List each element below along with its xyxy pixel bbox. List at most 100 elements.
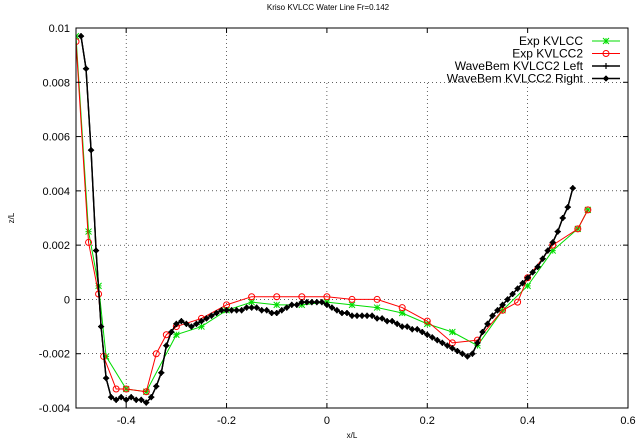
data-point xyxy=(559,214,567,222)
data-point xyxy=(107,393,115,401)
data-point xyxy=(358,312,366,320)
data-point xyxy=(313,298,321,306)
y-tick-label: 0.01 xyxy=(49,23,70,35)
data-point xyxy=(348,301,356,309)
data-point xyxy=(423,317,431,325)
series-layer xyxy=(76,32,592,406)
data-point xyxy=(318,298,326,306)
y-tick-label: 0.006 xyxy=(42,132,70,144)
data-point xyxy=(514,298,522,306)
data-point xyxy=(203,315,210,322)
data-point xyxy=(602,50,610,57)
data-point xyxy=(213,309,220,317)
data-point xyxy=(423,331,431,339)
data-point xyxy=(398,304,406,312)
data-point xyxy=(428,334,436,341)
data-point xyxy=(178,317,185,325)
data-point xyxy=(303,298,311,306)
data-point xyxy=(602,37,610,45)
data-point xyxy=(308,298,316,306)
data-point xyxy=(198,323,205,330)
data-point xyxy=(584,206,592,214)
data-point xyxy=(519,279,526,287)
x-tick-label: 0.2 xyxy=(420,415,435,427)
data-point xyxy=(509,290,516,298)
y-tick-label: 0.004 xyxy=(42,186,70,198)
data-point xyxy=(248,293,256,301)
y-axis-label: z/L xyxy=(7,212,16,223)
data-point xyxy=(584,206,592,214)
data-point xyxy=(464,353,471,360)
data-point xyxy=(152,382,160,390)
data-point xyxy=(539,255,547,263)
data-point xyxy=(142,388,150,396)
data-point xyxy=(162,342,170,349)
data-point xyxy=(293,301,301,309)
chart-title: Kriso KVLCC Water Line Fr=0.142 xyxy=(267,3,390,12)
data-point xyxy=(564,203,572,211)
data-point xyxy=(253,304,261,311)
data-point xyxy=(459,350,466,358)
data-point xyxy=(208,312,215,320)
data-point xyxy=(323,293,331,301)
y-tick-label: -0.002 xyxy=(39,349,70,361)
data-point xyxy=(484,320,491,328)
data-point xyxy=(438,339,446,347)
data-point xyxy=(549,247,557,254)
tick-labels: -0.4 -0.2 0 0.2 0.4 0.6 -0.004 -0.002 0 0.002 0.00… xyxy=(39,23,636,427)
data-point xyxy=(489,312,496,320)
data-point xyxy=(534,263,542,271)
data-point xyxy=(373,315,381,322)
data-point xyxy=(238,306,245,314)
data-point xyxy=(97,323,105,330)
data-point xyxy=(278,306,286,314)
data-point xyxy=(373,295,381,303)
data-point xyxy=(549,239,557,246)
data-point xyxy=(474,339,481,347)
data-point xyxy=(167,328,175,336)
data-point xyxy=(479,328,486,336)
data-point xyxy=(368,312,376,320)
plot-frame xyxy=(75,27,629,409)
data-point xyxy=(273,293,281,301)
data-point xyxy=(117,393,125,401)
data-point xyxy=(569,184,577,192)
data-point xyxy=(127,393,135,401)
data-point xyxy=(122,396,130,404)
data-point xyxy=(418,328,426,336)
data-point xyxy=(338,309,346,317)
data-point xyxy=(383,317,391,325)
data-point xyxy=(529,268,537,276)
data-point xyxy=(112,396,120,404)
x-tick-label: 0.4 xyxy=(520,415,535,427)
data-point xyxy=(223,306,230,314)
ticks xyxy=(76,27,629,409)
data-point xyxy=(348,312,356,320)
x-axis-label: x/L xyxy=(347,431,358,440)
data-point xyxy=(248,298,255,306)
data-point xyxy=(132,396,140,404)
data-point xyxy=(273,309,281,317)
data-point xyxy=(173,320,180,328)
data-point xyxy=(398,323,406,330)
data-point xyxy=(353,312,361,320)
data-point xyxy=(122,385,130,393)
x-tick-label: -0.2 xyxy=(217,415,236,427)
legend-entry-label: Exp KVLCC xyxy=(519,34,583,48)
y-tick-label: 0.002 xyxy=(42,240,70,252)
data-point xyxy=(363,312,371,320)
data-point xyxy=(263,306,271,314)
data-point xyxy=(87,146,95,154)
data-point xyxy=(173,331,180,339)
data-point xyxy=(228,306,235,314)
data-point xyxy=(77,32,85,40)
data-point xyxy=(82,65,90,73)
data-point xyxy=(514,285,521,292)
data-point xyxy=(258,306,266,314)
data-point xyxy=(603,63,609,69)
data-point xyxy=(147,393,155,401)
data-point xyxy=(393,320,401,328)
data-point xyxy=(288,301,296,309)
data-point xyxy=(348,295,356,303)
